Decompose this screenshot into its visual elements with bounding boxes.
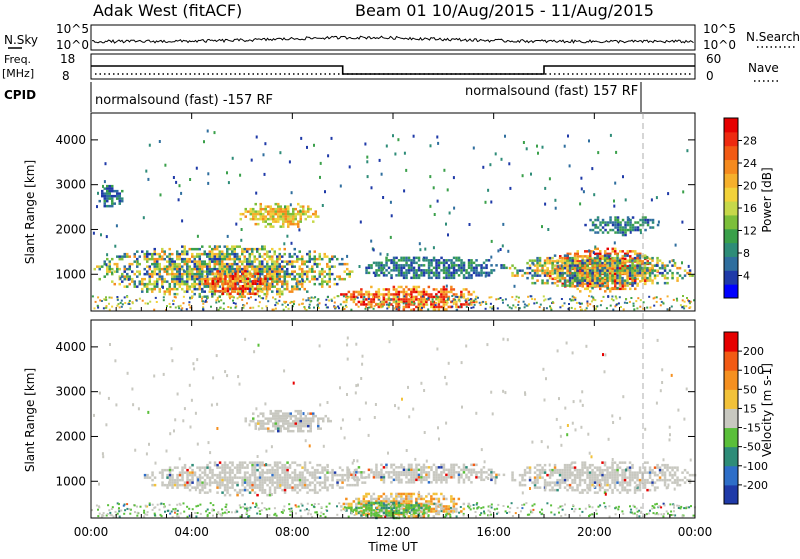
- nsky-tick-top: 10^5: [56, 22, 89, 36]
- colorbar-tick-label: 8: [743, 247, 750, 260]
- nsky-tick-bottom: 10^0: [56, 38, 89, 52]
- colorbar-segment: [724, 132, 738, 146]
- freq-tick-bottom: 8: [62, 69, 70, 83]
- nsky-trace: [92, 36, 694, 43]
- colorbar-tick-label: 200: [743, 345, 764, 358]
- colorbar-segment: [724, 173, 738, 187]
- nsearch-tick-top: 10^5: [703, 22, 736, 36]
- freq-label-line1: Freq.: [4, 53, 31, 66]
- colorbar-tick-label: 16: [743, 202, 757, 215]
- power-ylabel: Slant Range [km]: [23, 160, 37, 264]
- echo-region-ground-scatter-1000: [144, 461, 366, 496]
- colorbar-segment: [724, 485, 738, 505]
- y-tick-label: 2000: [55, 429, 86, 443]
- cpid-strip: CPID normalsound (fast) -157 RF normalso…: [4, 82, 641, 112]
- colorbar-tick-label: -50: [743, 441, 761, 454]
- nsky-label: N.Sky: [4, 33, 38, 47]
- station-title: Adak West (fitACF): [93, 1, 242, 20]
- colorbar-segment: [724, 389, 738, 409]
- colorbar-tick-label: 20: [743, 180, 757, 193]
- x-tick-label: 00:00: [74, 525, 109, 539]
- colorbar-segment: [724, 370, 738, 390]
- nave-tick-bottom: 0: [706, 69, 714, 83]
- nsearch-tick-bottom: 10^0: [703, 38, 736, 52]
- power-colorbar: 28 24 20 16 12 8 4: [724, 118, 757, 299]
- nsky-strip: N.Sky 10^5 10^0 10^5 10^0 N.Search: [4, 22, 800, 52]
- velocity-frame: [91, 320, 695, 518]
- colorbar-segment: [724, 201, 738, 215]
- colorbar-segment: [724, 428, 738, 448]
- echo-region-ground-scatter-eve: [511, 461, 696, 494]
- colorbar-segment: [724, 187, 738, 201]
- velocity-colorbar-label: Velocity [m s-1]: [760, 363, 774, 457]
- colorbar-segment: [724, 447, 738, 467]
- power-colorbar-label: Power [dB]: [760, 167, 774, 232]
- colorbar-segment: [724, 146, 738, 160]
- power-echoes: [92, 130, 695, 312]
- colorbar-segment: [724, 256, 738, 270]
- velocity-echoes: [91, 337, 696, 520]
- colorbar-tick-label: -15: [743, 422, 761, 435]
- x-tick-label: 16:00: [476, 525, 511, 539]
- colorbar-segment: [724, 243, 738, 257]
- velocity-ylabel: Slant Range [km]: [23, 368, 37, 472]
- power-panel: 4000 3000 2000 1000 Slant Range [km] 28 24 20…: [23, 113, 774, 311]
- x-tick-label: 20:00: [577, 525, 612, 539]
- x-axis-label: Time UT: [367, 540, 418, 554]
- y-tick-label: 1000: [55, 267, 86, 281]
- colorbar-segment: [724, 229, 738, 243]
- x-tick-label: 12:00: [376, 525, 411, 539]
- nave-tick-top: 60: [706, 52, 721, 66]
- colorbar-tick-label: 12: [743, 225, 757, 238]
- colorbar-segment: [724, 215, 738, 229]
- colorbar-tick-label: 24: [743, 157, 757, 170]
- colorbar-tick-label: 50: [743, 383, 757, 396]
- colorbar-tick-label: 28: [743, 135, 757, 148]
- y-tick-label: 1000: [55, 474, 86, 488]
- cpid-left-label: normalsound (fast) -157 RF: [95, 93, 273, 108]
- cpid-label: CPID: [4, 88, 36, 102]
- beam-date-title: Beam 01 10/Aug/2015 - 11/Aug/2015: [355, 1, 654, 20]
- freq-strip: Freq. [MHz] 18 8 60 0 Nave: [2, 52, 779, 83]
- cpid-right-label: normalsound (fast) 157 RF: [465, 84, 638, 99]
- x-tick-label: 00:00: [678, 525, 713, 539]
- y-tick-label: 4000: [55, 133, 86, 147]
- y-tick-label: 4000: [55, 340, 86, 354]
- colorbar-tick-label: 4: [743, 270, 750, 283]
- x-tick-label: 04:00: [174, 525, 209, 539]
- colorbar-segment: [724, 408, 738, 428]
- echo-region-low-range-1130: [340, 286, 478, 311]
- x-tick-label: 08:00: [275, 525, 310, 539]
- y-tick-label: 3000: [55, 385, 86, 399]
- freq-label-line2: [MHz]: [2, 67, 34, 80]
- colorbar-segment: [724, 351, 738, 371]
- nsearch-label: N.Search: [746, 30, 800, 44]
- colorbar-segment: [724, 466, 738, 486]
- y-tick-label: 2000: [55, 222, 86, 236]
- colorbar-segment: [724, 270, 738, 284]
- freq-trace: [91, 66, 695, 74]
- echo-region-ground-scatter-1200n: [348, 464, 506, 484]
- freq-tick-top: 18: [60, 52, 75, 66]
- y-tick-label: 3000: [55, 178, 86, 192]
- colorbar-tick-label: -200: [743, 479, 768, 492]
- colorbar-tick-label: 15: [743, 402, 757, 415]
- nave-label: Nave: [748, 61, 779, 75]
- echo-region-ground-scatter-2300: [245, 410, 333, 433]
- colorbar-segment: [724, 160, 738, 174]
- echo-region-patch-0630-2300km: [240, 203, 320, 228]
- colorbar-segment: [724, 332, 738, 352]
- echo-region-early-3000km: [99, 185, 124, 208]
- nsky-frame: [91, 25, 695, 50]
- colorbar-segment: [724, 284, 738, 298]
- echo-region-band-1100-evening: [509, 254, 694, 289]
- colorbar-segment: [724, 118, 738, 132]
- colorbar-tick-label: -100: [743, 460, 768, 473]
